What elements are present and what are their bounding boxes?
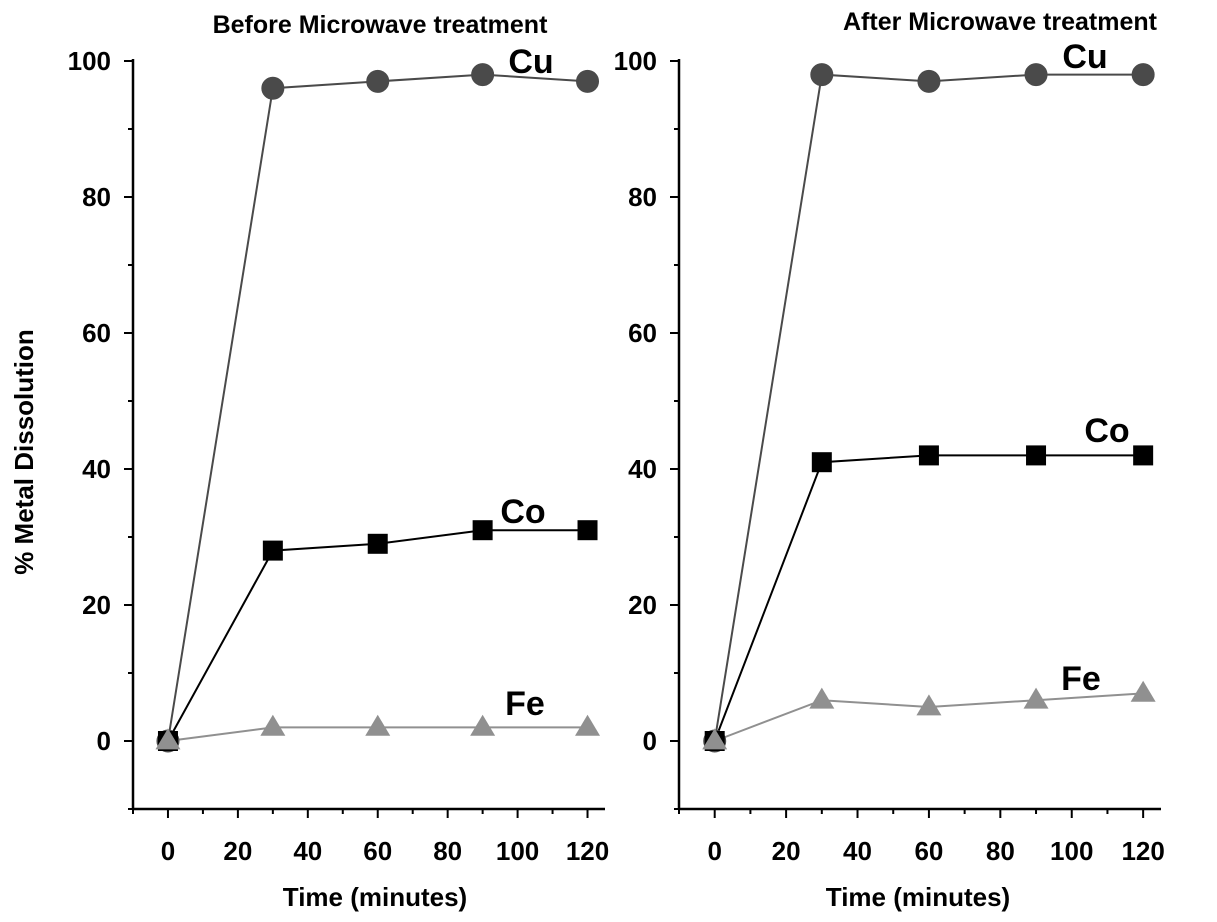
series-label-cu: Cu <box>1062 38 1107 76</box>
chart-title: After Microwave treatment <box>843 8 1158 36</box>
series-label-fe: Fe <box>1061 660 1101 698</box>
chart-panel-before: Before Microwave treatment 0 20 40 60 80 100 0 2… <box>68 11 610 912</box>
data-point-fe <box>575 714 601 736</box>
x-tick-label: 0 <box>707 836 721 866</box>
data-point-fe <box>365 714 391 736</box>
y-tick-label: 20 <box>82 590 111 620</box>
data-point-fe <box>1023 687 1049 709</box>
x-tick-label: 120 <box>1121 836 1164 866</box>
data-point-fe <box>260 714 286 736</box>
data-point-cu <box>917 69 941 93</box>
series-line-cu <box>713 73 1144 742</box>
y-axis-label: % Metal Dissolution <box>9 329 39 575</box>
x-tick-label: 0 <box>161 836 175 866</box>
y-tick-label: 80 <box>628 182 657 212</box>
data-point-fe <box>155 728 181 750</box>
data-point-cu <box>576 69 600 93</box>
x-tick-label: 40 <box>293 836 322 866</box>
data-point-co <box>1133 445 1154 466</box>
data-point-co <box>367 533 388 554</box>
x-tick-label: 80 <box>986 836 1015 866</box>
data-point-co <box>472 520 493 541</box>
data-point-fe <box>470 714 496 736</box>
y-tick-label: 60 <box>628 318 657 348</box>
x-tick-label: 20 <box>223 836 252 866</box>
x-tick-label: 100 <box>1050 836 1093 866</box>
data-point-cu <box>471 63 495 87</box>
x-tick-label: 80 <box>433 836 462 866</box>
x-axis-label: Time (minutes) <box>826 882 1010 912</box>
y-tick-label: 0 <box>643 726 657 756</box>
x-axis-label: Time (minutes) <box>283 882 467 912</box>
data-point-fe <box>702 728 728 750</box>
series-label-co: Co <box>500 493 545 531</box>
y-tick-label: 80 <box>82 182 111 212</box>
y-tick-label: 100 <box>68 46 111 76</box>
data-point-co <box>577 520 598 541</box>
y-tick-label: 60 <box>82 318 111 348</box>
series-label-fe: Fe <box>505 685 545 723</box>
series-label-co: Co <box>1084 412 1129 450</box>
data-point-co <box>811 452 832 473</box>
data-point-fe <box>916 694 942 716</box>
data-point-cu <box>1024 63 1048 87</box>
data-point-co <box>918 445 939 466</box>
y-tick-label: 20 <box>628 590 657 620</box>
series-label-cu: Cu <box>508 43 553 81</box>
x-tick-label: 40 <box>843 836 872 866</box>
chart-title: Before Microwave treatment <box>213 11 549 39</box>
y-tick-label: 40 <box>628 454 657 484</box>
chart-panel-after: After Microwave treatment 0 20 40 60 80 100 0 20… <box>614 8 1165 912</box>
data-point-cu <box>1131 63 1155 87</box>
series-line-cu <box>166 73 588 742</box>
data-point-co <box>1026 445 1047 466</box>
y-tick-label: 40 <box>82 454 111 484</box>
data-point-fe <box>809 687 835 709</box>
x-tick-label: 120 <box>566 836 609 866</box>
x-tick-label: 100 <box>496 836 539 866</box>
data-point-cu <box>366 69 390 93</box>
y-tick-label: 100 <box>614 46 657 76</box>
data-point-fe <box>1130 680 1156 702</box>
y-tick-label: 0 <box>97 726 111 756</box>
data-point-cu <box>261 76 285 100</box>
x-tick-label: 60 <box>914 836 943 866</box>
x-tick-label: 20 <box>772 836 801 866</box>
data-point-cu <box>810 63 834 87</box>
x-tick-label: 60 <box>363 836 392 866</box>
data-point-co <box>262 540 283 561</box>
